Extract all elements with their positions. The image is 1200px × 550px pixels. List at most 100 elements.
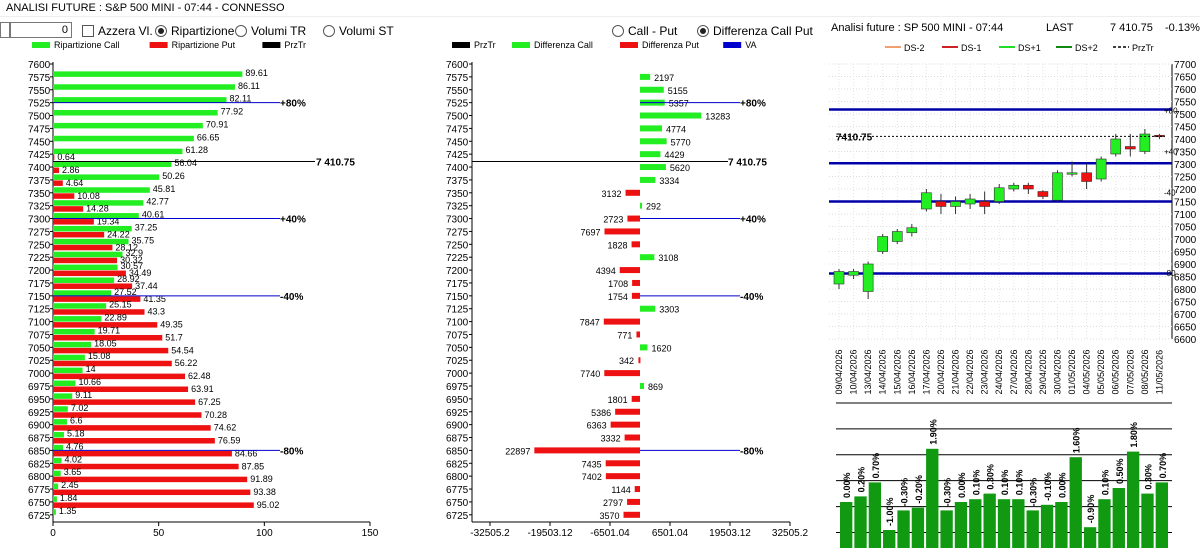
variation-label: 0.10% <box>1014 470 1024 496</box>
mid-ytick: 6875 <box>446 434 469 445</box>
candle-body <box>964 198 976 205</box>
mid-legend-label: Differenza Call <box>534 40 593 50</box>
date-label: 09/04/2026 <box>834 349 844 394</box>
radio-volumi-tr[interactable]: Volumi TR <box>235 24 306 38</box>
date-label: 06/05/2026 <box>1111 349 1121 394</box>
diff-put-bar <box>631 241 640 248</box>
variation-label: 1.60% <box>1072 428 1082 454</box>
checkbox-box[interactable] <box>82 25 94 37</box>
variation-bar <box>940 510 953 548</box>
radio-dot-icon[interactable] <box>235 25 247 37</box>
mid-ytick: 7350 <box>446 189 469 200</box>
put-value: 95.02 <box>257 500 280 510</box>
mid-ytick: 7050 <box>446 343 469 354</box>
last-label: LAST <box>1046 22 1074 34</box>
put-value: 24.22 <box>107 229 130 239</box>
left-ytick: 6775 <box>28 485 51 496</box>
mid-percent-marker-label: +40% <box>740 215 766 226</box>
put-bar <box>53 502 254 508</box>
call-value: 25.15 <box>109 300 132 310</box>
mid-ytick: 7000 <box>446 369 469 380</box>
call-bar <box>53 84 235 90</box>
call-bar <box>53 328 95 335</box>
left-ytick: 7525 <box>28 99 51 110</box>
call-bar <box>53 341 92 348</box>
right-legend-label: PrzTr <box>1132 43 1154 53</box>
diff-call-bar <box>640 138 667 145</box>
variation-label: 0.70% <box>871 453 881 479</box>
left-ytick: 7025 <box>28 356 51 367</box>
diff-put-value: 7740 <box>580 369 600 379</box>
radio-volumi-st-label: Volumi ST <box>339 24 394 38</box>
put-bar <box>53 231 105 238</box>
date-label: 20/04/2026 <box>936 349 946 394</box>
put-bar <box>53 386 189 392</box>
azzera-checkbox[interactable]: Azzera Vl. <box>82 24 153 38</box>
mid-ytick: 7475 <box>446 124 469 135</box>
call-value: 14 <box>86 364 96 374</box>
radio-diff-call-put[interactable]: Differenza Call Put <box>697 24 813 38</box>
mid-ytick: 6950 <box>446 395 469 406</box>
left-ytick: 6975 <box>28 382 51 393</box>
diff-call-bar <box>640 151 661 158</box>
put-bar <box>53 193 75 199</box>
mid-percent-marker-label: +80% <box>740 99 766 110</box>
right-ytick: 7200 <box>1174 185 1197 196</box>
diff-put-bar <box>623 511 640 518</box>
diff-put-bar <box>604 228 640 235</box>
call-bar <box>53 71 243 77</box>
date-label: 27/04/2026 <box>1009 349 1019 394</box>
mid-ytick: 6825 <box>446 459 469 470</box>
variation-label: -0.90% <box>1086 495 1096 524</box>
left-ytick: 6950 <box>28 395 51 406</box>
window-title: ANALISI FUTURE : S&P 500 MINI - 07:44 - … <box>0 0 1200 17</box>
candle-body <box>1008 184 1020 190</box>
put-bar <box>53 257 118 264</box>
right-ytick: 6750 <box>1174 298 1197 309</box>
quantity-input[interactable]: 0 <box>10 22 72 38</box>
right-ytick: 7500 <box>1174 110 1197 121</box>
radio-dot-icon[interactable] <box>612 25 624 37</box>
radio-call-put[interactable]: Call - Put <box>612 24 677 38</box>
call-bar <box>53 277 115 283</box>
variation-label: -0.20% <box>914 475 924 504</box>
mid-ytick: 7200 <box>446 266 469 277</box>
left-ytick: 7100 <box>28 318 51 329</box>
radio-dot-icon[interactable] <box>697 25 709 37</box>
side-toggle-button[interactable] <box>0 22 10 38</box>
left-ytick: 7350 <box>28 189 51 200</box>
last-value: 7 410.75 <box>1110 22 1153 34</box>
put-bar <box>53 425 211 431</box>
call-bar <box>53 110 218 116</box>
call-value: 45.81 <box>153 184 176 194</box>
call-bar <box>53 303 107 309</box>
radio-dot-icon[interactable] <box>323 25 335 37</box>
call-value: 82.11 <box>230 94 252 104</box>
left-ytick: 6725 <box>28 511 51 522</box>
left-legend-swatch <box>32 42 50 48</box>
variation-bar <box>1012 499 1025 548</box>
right-ytick: 7300 <box>1174 160 1197 171</box>
mid-ytick: 6900 <box>446 421 469 432</box>
call-bar <box>53 251 123 258</box>
date-label: 05/05/2026 <box>1096 349 1106 394</box>
diff-call-value: 869 <box>648 382 663 392</box>
mid-ytick: 7150 <box>446 292 469 303</box>
variation-bar <box>883 530 896 548</box>
mid-ytick: 7575 <box>446 73 469 84</box>
put-value: 4.64 <box>66 178 84 188</box>
candle-body <box>1052 172 1063 201</box>
variation-bar <box>1026 510 1039 548</box>
radio-volumi-st[interactable]: Volumi ST <box>323 24 394 38</box>
mid-ytick: 6725 <box>446 511 469 522</box>
variation-bar <box>897 510 910 548</box>
diff-call-value: 2197 <box>654 73 674 83</box>
variation-bar <box>1040 504 1054 548</box>
radio-ripartizione[interactable]: Ripartizione <box>155 24 234 38</box>
left-xtick: 150 <box>362 528 379 539</box>
diff-put-value: 3132 <box>602 189 622 199</box>
radio-dot-icon[interactable] <box>155 25 167 37</box>
call-bar <box>53 354 85 361</box>
left-ytick: 6900 <box>28 421 51 432</box>
